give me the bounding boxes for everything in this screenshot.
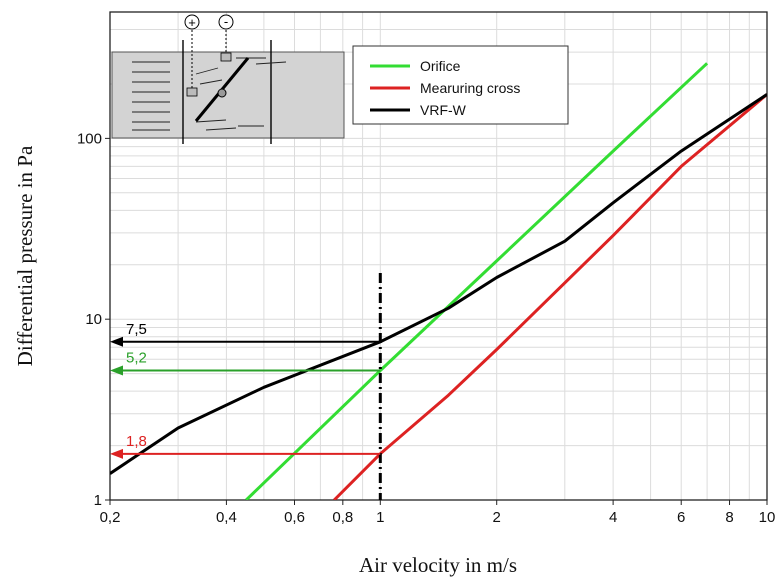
x-tick-label: 10 [759,509,776,526]
annotation-layer: 7,5 5,2 1,8 [110,273,382,500]
x-tick-label: 0,2 [100,509,121,526]
series-line-mearuring-cross [333,93,767,500]
y-axis-title: Differential pressure in Pa [13,145,37,366]
x-tick-label: 1 [376,509,384,526]
y-tick-label: 100 [77,130,102,147]
inset-duct [111,51,345,139]
annotation-arrowhead [110,448,123,459]
inset-flow-arrows [132,57,287,131]
series-line-vrf-w [110,93,767,475]
inset-minus-symbol: - [224,14,228,29]
inset-diagram: + - [111,14,345,144]
x-tick-label: 0,4 [216,509,237,526]
inset-plus-symbol: + [188,15,196,30]
inset-damper-pivot [217,88,227,98]
annotation-label: 1,8 [126,433,147,450]
x-tick-label: 2 [493,509,501,526]
legend-label-orifice: Orifice [420,58,461,74]
inset-sensor-plus [186,87,198,97]
y-tick-label: 1 [94,492,102,509]
series-line-orifice [245,62,709,500]
annotation-label: 5,2 [126,350,147,367]
inset-plus-circle [184,14,200,30]
x-tick-label: 8 [725,509,733,526]
tick-labels: 0,2 0,4 0,6 0,8 1 2 4 6 8 10 1 10 100 [77,130,775,526]
y-tick-label: 10 [85,311,102,328]
x-tick-label: 6 [677,509,685,526]
annotation-arrowhead [110,365,123,376]
x-tick-label: 0,8 [332,509,353,526]
x-axis-title: Air velocity in m/s [359,553,517,577]
plot-frame [109,11,768,501]
annotation-arrowhead [110,336,123,347]
inset-sensor-minus [220,52,232,62]
legend: Orifice Mearuring cross VRF-W [352,45,569,125]
x-tick-label: 0,6 [284,509,305,526]
annotation-label: 7,5 [126,321,147,338]
inset-minus-circle [218,14,234,30]
legend-label-measuring-cross: Mearuring cross [420,80,520,96]
legend-label-vrf-w: VRF-W [420,102,467,118]
x-tick-label: 4 [609,509,617,526]
